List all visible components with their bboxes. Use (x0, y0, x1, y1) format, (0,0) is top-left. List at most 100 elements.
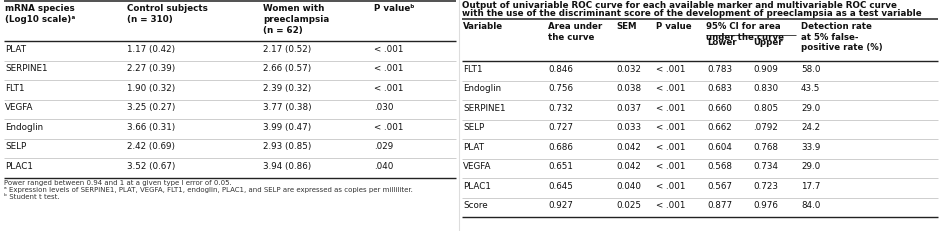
Text: 2.17 (0.52): 2.17 (0.52) (263, 45, 311, 54)
Text: 0.783: 0.783 (707, 65, 732, 74)
Text: < .001: < .001 (374, 122, 404, 131)
Text: 0.723: 0.723 (753, 181, 778, 190)
Text: 0.756: 0.756 (548, 84, 573, 93)
Text: 2.42 (0.69): 2.42 (0.69) (127, 142, 175, 151)
Text: PLAT: PLAT (463, 142, 484, 151)
Text: 0.042: 0.042 (616, 142, 641, 151)
Text: 0.734: 0.734 (753, 162, 778, 171)
Text: 1.17 (0.42): 1.17 (0.42) (127, 45, 175, 54)
Text: SERPINE1: SERPINE1 (463, 103, 505, 112)
Text: SEM: SEM (616, 22, 636, 31)
Text: 0.032: 0.032 (616, 65, 641, 74)
Text: Area under
the curve: Area under the curve (548, 22, 602, 42)
Text: PLAC1: PLAC1 (463, 181, 491, 190)
Text: < .001: < .001 (656, 142, 685, 151)
Text: 84.0: 84.0 (801, 201, 821, 210)
Text: < .001: < .001 (374, 84, 404, 93)
Text: Score: Score (463, 201, 487, 210)
Text: 0.662: 0.662 (707, 123, 732, 132)
Text: 0.033: 0.033 (616, 123, 641, 132)
Text: Lower: Lower (707, 38, 737, 47)
Text: 29.0: 29.0 (801, 162, 821, 171)
Text: 2.93 (0.85): 2.93 (0.85) (263, 142, 311, 151)
Text: < .001: < .001 (374, 45, 404, 54)
Text: 0.651: 0.651 (548, 162, 573, 171)
Text: 0.604: 0.604 (707, 142, 732, 151)
Text: 0.909: 0.909 (753, 65, 778, 74)
Text: Control subjects
(n = 310): Control subjects (n = 310) (127, 4, 208, 24)
Text: 3.77 (0.38): 3.77 (0.38) (263, 103, 311, 112)
Text: 0.768: 0.768 (753, 142, 778, 151)
Text: Variable: Variable (463, 22, 503, 31)
Text: FLT1: FLT1 (5, 84, 24, 93)
Text: 0.040: 0.040 (616, 181, 641, 190)
Text: P value: P value (656, 22, 692, 31)
Text: 0.568: 0.568 (707, 162, 732, 171)
Text: < .001: < .001 (656, 103, 685, 112)
Text: .030: .030 (374, 103, 393, 112)
Text: ᵃ Expression levels of SERPINE1, PLAT, VEGFA, FLT1, endoglin, PLAC1, and SELP ar: ᵃ Expression levels of SERPINE1, PLAT, V… (4, 187, 413, 193)
Text: SELP: SELP (5, 142, 26, 151)
Text: 33.9: 33.9 (801, 142, 821, 151)
Text: 24.2: 24.2 (801, 123, 821, 132)
Text: 58.0: 58.0 (801, 65, 821, 74)
Text: 0.686: 0.686 (548, 142, 573, 151)
Text: Upper: Upper (753, 38, 783, 47)
Text: 0.846: 0.846 (548, 65, 573, 74)
Text: 2.27 (0.39): 2.27 (0.39) (127, 64, 175, 73)
Text: P valueᵇ: P valueᵇ (374, 4, 414, 13)
Text: SERPINE1: SERPINE1 (5, 64, 47, 73)
Text: 1.90 (0.32): 1.90 (0.32) (127, 84, 175, 93)
Text: 3.52 (0.67): 3.52 (0.67) (127, 161, 175, 170)
Text: < .001: < .001 (374, 64, 404, 73)
Text: 0.830: 0.830 (753, 84, 778, 93)
Text: 0.877: 0.877 (707, 201, 732, 210)
Text: .0792: .0792 (753, 123, 778, 132)
Text: VEGFA: VEGFA (463, 162, 491, 171)
Text: 0.038: 0.038 (616, 84, 641, 93)
Text: 2.66 (0.57): 2.66 (0.57) (263, 64, 311, 73)
Text: PLAC1: PLAC1 (5, 161, 33, 170)
Text: PLAT: PLAT (5, 45, 26, 54)
Text: < .001: < .001 (656, 65, 685, 74)
Text: ᵇ Student t test.: ᵇ Student t test. (4, 194, 59, 200)
Text: 0.645: 0.645 (548, 181, 573, 190)
Text: 2.39 (0.32): 2.39 (0.32) (263, 84, 311, 93)
Text: Endoglin: Endoglin (5, 122, 43, 131)
Text: 43.5: 43.5 (801, 84, 821, 93)
Text: .040: .040 (374, 161, 393, 170)
Text: 3.66 (0.31): 3.66 (0.31) (127, 122, 175, 131)
Text: 95% CI for area
under the curve: 95% CI for area under the curve (706, 22, 784, 42)
Text: 0.042: 0.042 (616, 162, 641, 171)
Text: .029: .029 (374, 142, 393, 151)
Text: 0.927: 0.927 (548, 201, 573, 210)
Text: 3.99 (0.47): 3.99 (0.47) (263, 122, 311, 131)
Text: Detection rate
at 5% false-
positive rate (%): Detection rate at 5% false- positive rat… (801, 22, 883, 52)
Text: < .001: < .001 (656, 162, 685, 171)
Text: 0.683: 0.683 (707, 84, 732, 93)
Text: 29.0: 29.0 (801, 103, 821, 112)
Text: 0.025: 0.025 (616, 201, 641, 210)
Text: FLT1: FLT1 (463, 65, 483, 74)
Text: 3.94 (0.86): 3.94 (0.86) (263, 161, 311, 170)
Text: < .001: < .001 (656, 181, 685, 190)
Text: SELP: SELP (463, 123, 485, 132)
Text: 0.037: 0.037 (616, 103, 641, 112)
Text: 3.25 (0.27): 3.25 (0.27) (127, 103, 175, 112)
Text: 0.732: 0.732 (548, 103, 573, 112)
Text: < .001: < .001 (656, 201, 685, 210)
Text: Power ranged between 0.94 and 1 at a given type I error of 0.05.: Power ranged between 0.94 and 1 at a giv… (4, 180, 231, 186)
Text: 0.976: 0.976 (753, 201, 778, 210)
Text: 0.567: 0.567 (707, 181, 732, 190)
Text: with the use of the discriminant score of the development of preeclampsia as a t: with the use of the discriminant score o… (462, 9, 921, 18)
Text: Women with
preeclampsia
(n = 62): Women with preeclampsia (n = 62) (263, 4, 329, 34)
Text: 0.660: 0.660 (707, 103, 732, 112)
Text: < .001: < .001 (656, 123, 685, 132)
Text: mRNA species
(Log10 scale)ᵃ: mRNA species (Log10 scale)ᵃ (5, 4, 75, 24)
Text: < .001: < .001 (656, 84, 685, 93)
Text: VEGFA: VEGFA (5, 103, 34, 112)
Text: Output of univariable ROC curve for each available marker and multivariable ROC : Output of univariable ROC curve for each… (462, 1, 897, 10)
Text: Endoglin: Endoglin (463, 84, 502, 93)
Text: 17.7: 17.7 (801, 181, 821, 190)
Text: 0.727: 0.727 (548, 123, 573, 132)
